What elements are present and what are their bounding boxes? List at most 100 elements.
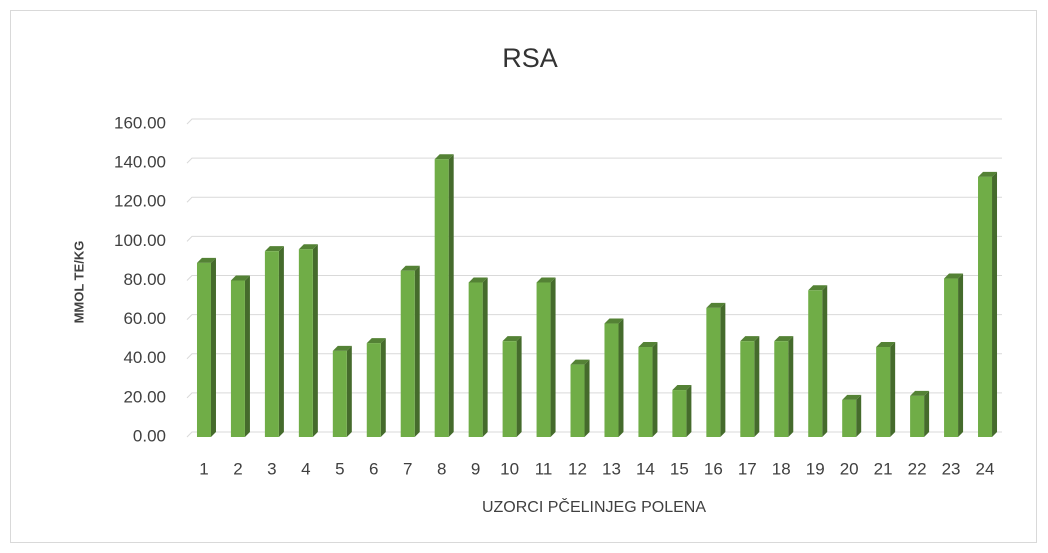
bar-side: [278, 246, 284, 437]
bar: [876, 347, 891, 437]
bar: [366, 343, 381, 437]
x-tick-label: 3: [267, 459, 276, 478]
grid-line: [186, 392, 1002, 399]
bar-side: [380, 338, 386, 437]
x-tick-label: 24: [976, 459, 995, 478]
bar-top: [468, 277, 488, 283]
x-tick-label: 15: [670, 459, 689, 478]
bar: [740, 341, 755, 437]
bar-side: [720, 302, 726, 437]
y-tick-label: 0.00: [133, 426, 166, 445]
x-tick-label: 18: [772, 459, 791, 478]
x-tick-label: 8: [437, 459, 446, 478]
bar-side: [822, 285, 828, 437]
bar-side: [414, 265, 420, 437]
grid-line: [186, 196, 1002, 203]
bar-top: [332, 345, 352, 351]
bar: [570, 364, 585, 437]
bar: [774, 341, 789, 437]
bar: [978, 176, 993, 437]
bar-top: [400, 265, 420, 271]
bar-top: [944, 273, 964, 279]
y-tick-label: 160.00: [114, 113, 166, 132]
y-tick-label: 100.00: [114, 231, 166, 250]
x-tick-label: 20: [840, 459, 859, 478]
bar-top: [910, 390, 930, 396]
grid-line: [186, 353, 1002, 360]
bar: [264, 251, 279, 437]
x-tick-label: 14: [636, 459, 655, 478]
bar-top: [366, 338, 386, 344]
bar-top: [264, 246, 284, 252]
bar-top: [842, 394, 862, 400]
y-tick-label: 120.00: [114, 192, 166, 211]
x-tick-label: 22: [908, 459, 927, 478]
bar: [332, 350, 347, 437]
grid-line: [186, 157, 1002, 164]
bar-top: [604, 318, 624, 324]
bar-side: [652, 342, 658, 437]
bar-side: [856, 394, 862, 437]
bar: [944, 278, 959, 437]
y-axis-label: MMOL TE/KG: [71, 241, 86, 324]
grid-line: [186, 275, 1002, 281]
bar-side: [550, 277, 556, 437]
bar-side: [618, 318, 624, 437]
bar: [672, 390, 687, 437]
y-tick-label: 20.00: [123, 387, 166, 406]
bar: [400, 270, 415, 437]
bar-top: [502, 336, 522, 342]
bar-side: [448, 154, 454, 437]
bar: [196, 262, 211, 437]
x-tick-label: 5: [335, 459, 344, 478]
x-tick-label: 4: [301, 459, 310, 478]
bar: [706, 307, 721, 437]
bar-side: [210, 257, 216, 437]
x-tick-label: 23: [942, 459, 961, 478]
x-tick-label: 12: [568, 459, 587, 478]
bar-side: [958, 273, 964, 437]
x-tick-label: 2: [233, 459, 242, 478]
bar-side: [890, 342, 896, 437]
bar-top: [876, 342, 896, 348]
x-tick-label: 16: [704, 459, 723, 478]
bar-side: [244, 275, 250, 437]
y-tick-label: 40.00: [123, 348, 166, 367]
bar: [502, 341, 517, 437]
bar-side: [992, 171, 998, 437]
bar-side: [346, 345, 352, 437]
x-tick-label: 21: [874, 459, 893, 478]
bar-top: [230, 275, 250, 281]
x-tick-label: 13: [602, 459, 621, 478]
bar-top: [196, 257, 216, 263]
grid-line: [186, 235, 1002, 242]
x-tick-label: 10: [500, 459, 519, 478]
x-tick-label: 11: [535, 459, 553, 478]
bar-top: [434, 154, 454, 160]
bar-side: [754, 336, 760, 437]
bar-top: [570, 359, 590, 365]
bar-side: [312, 244, 318, 437]
bar-top: [808, 285, 828, 291]
y-tick-label: 140.00: [114, 153, 166, 172]
bar: [604, 323, 619, 437]
chart-title: RSA: [502, 43, 558, 73]
bar: [468, 282, 483, 437]
bar-top: [774, 336, 794, 342]
bar: [842, 399, 857, 437]
bar-side: [482, 277, 488, 437]
bar-side: [584, 359, 590, 437]
bar: [434, 159, 449, 437]
chart-border: [10, 10, 1037, 543]
bar-side: [686, 385, 692, 437]
bar-side: [924, 390, 930, 437]
x-tick-label: 9: [471, 459, 480, 478]
bar-top: [638, 342, 658, 348]
bar-side: [516, 336, 522, 437]
bar: [638, 347, 653, 437]
y-tick-label: 80.00: [123, 270, 166, 289]
bar-top: [672, 385, 692, 391]
bar: [536, 282, 551, 437]
bar: [298, 249, 313, 437]
bar: [808, 290, 823, 437]
